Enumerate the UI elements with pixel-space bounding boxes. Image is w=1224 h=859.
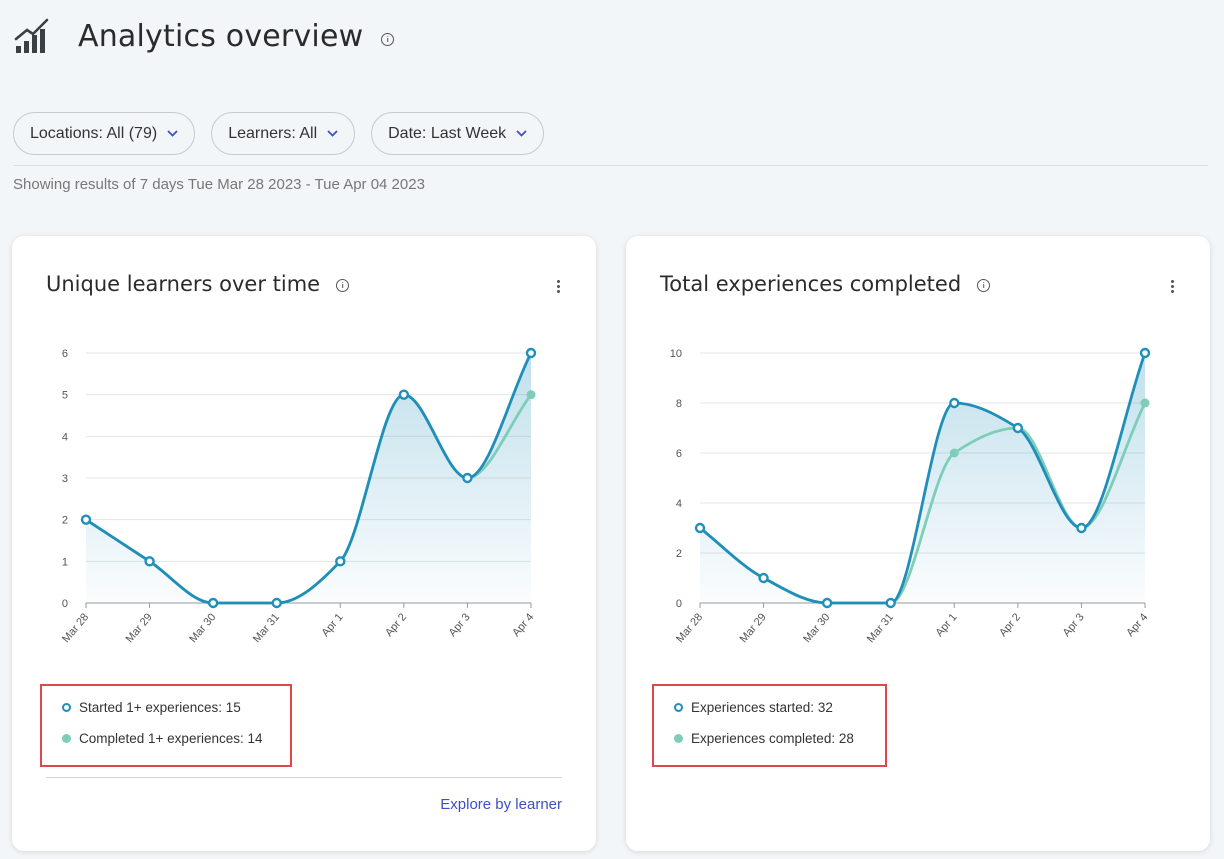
- completed-point: [526, 390, 536, 400]
- started-point: [335, 556, 346, 567]
- legend-marker: [62, 703, 71, 712]
- y-tick-label: 6: [676, 448, 682, 460]
- legend-label: Completed 1+ experiences: 14: [79, 731, 263, 746]
- legend-label: Experiences completed: 28: [691, 731, 854, 746]
- y-tick-label: 5: [62, 390, 68, 402]
- started-point: [821, 597, 833, 609]
- learners-filter-button[interactable]: Learners: All: [211, 112, 356, 155]
- filter-label: Locations: All (79): [30, 124, 158, 142]
- chevron-down-icon: [327, 130, 338, 137]
- y-tick-label: 0: [62, 598, 68, 610]
- legend-item-completed: Experiences completed: 28: [674, 731, 854, 746]
- completed-point: [1140, 398, 1150, 408]
- y-tick-label: 0: [676, 598, 682, 610]
- started-point: [398, 389, 410, 400]
- started-point: [949, 397, 960, 409]
- started-point: [694, 522, 706, 534]
- y-tick-label: 4: [676, 498, 682, 510]
- legend-marker: [674, 703, 683, 712]
- chart-legend: Experiences started: 32 Experiences comp…: [652, 684, 887, 767]
- started-point: [1139, 347, 1151, 359]
- x-tick-label: Mar 31: [251, 611, 282, 645]
- started-point: [758, 572, 769, 584]
- x-tick-label: Apr 1: [933, 611, 959, 639]
- x-tick-label: Mar 28: [674, 611, 705, 645]
- x-tick-label: Apr 4: [510, 611, 536, 639]
- legend-item-completed: Completed 1+ experiences: 14: [62, 731, 263, 746]
- locations-filter-button[interactable]: Locations: All (79): [13, 112, 196, 155]
- card-title-text: Unique learners over time: [46, 272, 321, 296]
- y-tick-label: 3: [62, 473, 68, 485]
- started-point: [144, 556, 155, 567]
- chevron-down-icon: [516, 130, 527, 137]
- more-options-icon[interactable]: [556, 280, 560, 294]
- results-summary: Showing results of 7 days Tue Mar 28 202…: [13, 176, 425, 193]
- x-tick-label: Apr 2: [383, 611, 409, 639]
- filter-divider: [13, 165, 1208, 166]
- x-tick-label: Apr 3: [447, 611, 473, 639]
- x-tick-label: Apr 4: [1124, 611, 1150, 639]
- started-point: [462, 472, 473, 484]
- y-tick-label: 2: [676, 548, 682, 560]
- card-divider: [46, 777, 562, 778]
- x-tick-label: Apr 2: [997, 611, 1023, 639]
- card-title: Unique learners over time: [46, 272, 350, 296]
- x-tick-label: Mar 31: [865, 611, 896, 645]
- filter-label: Learners: All: [228, 124, 318, 142]
- completed-point: [949, 448, 959, 458]
- started-area: [700, 353, 1145, 603]
- total-experiences-chart: 0 2 4 6 8 10 Mar 28 Mar 29 Mar 30 Mar 31 Apr 1 Apr …: [670, 347, 1151, 645]
- legend-label: Started 1+ experiences: 15: [79, 700, 241, 715]
- y-tick-label: 10: [670, 348, 682, 360]
- card-title-text: Total experiences completed: [660, 272, 962, 296]
- chart-legend: Started 1+ experiences: 15 Completed 1+ …: [40, 684, 292, 767]
- y-tick-label: 8: [676, 398, 682, 410]
- x-tick-label: Apr 1: [319, 611, 345, 639]
- date-filter-button[interactable]: Date: Last Week: [371, 112, 545, 155]
- filter-label: Date: Last Week: [388, 124, 507, 142]
- started-point: [207, 597, 219, 609]
- page-title: Analytics overview: [78, 18, 364, 54]
- legend-marker: [674, 734, 683, 743]
- y-tick-label: 2: [62, 515, 68, 527]
- started-point: [885, 597, 896, 609]
- analytics-logo-icon: [14, 18, 49, 53]
- card-title: Total experiences completed: [660, 272, 991, 296]
- started-point: [525, 347, 537, 359]
- page-header: Analytics overview: [14, 14, 395, 58]
- y-tick-label: 1: [62, 556, 68, 568]
- legend-marker: [62, 734, 71, 743]
- info-icon[interactable]: [977, 278, 991, 292]
- x-tick-label: Apr 3: [1061, 611, 1087, 639]
- explore-by-learner-link[interactable]: Explore by learner: [440, 796, 562, 813]
- legend-item-started: Experiences started: 32: [674, 700, 833, 715]
- info-icon[interactable]: [381, 32, 395, 46]
- unique-learners-card: Unique learners over time 0 1 2 3 4 5 6 Mar 28 M…: [12, 236, 596, 851]
- started-point: [1076, 522, 1087, 534]
- started-area: [86, 353, 531, 603]
- x-tick-label: Mar 29: [124, 611, 155, 645]
- started-point: [1012, 422, 1024, 434]
- x-tick-label: Mar 30: [801, 611, 832, 645]
- x-tick-label: Mar 29: [738, 611, 769, 645]
- started-point: [80, 514, 92, 525]
- y-tick-label: 4: [62, 431, 68, 443]
- unique-learners-chart: 0 1 2 3 4 5 6 Mar 28 Mar 29 Mar 30 Mar 31 Apr 1 Apr …: [60, 347, 537, 645]
- total-experiences-card: Total experiences completed 0 2 4 6 8 10 Mar 2…: [626, 236, 1210, 851]
- x-tick-label: Mar 30: [187, 611, 218, 645]
- legend-item-started: Started 1+ experiences: 15: [62, 700, 241, 715]
- more-options-icon[interactable]: [1170, 280, 1174, 294]
- started-point: [271, 597, 282, 609]
- y-tick-label: 6: [62, 348, 68, 360]
- legend-label: Experiences started: 32: [691, 700, 833, 715]
- info-icon[interactable]: [336, 278, 350, 292]
- chevron-down-icon: [167, 130, 178, 137]
- x-tick-label: Mar 28: [60, 611, 91, 645]
- filter-bar: Locations: All (79) Learners: All Date: …: [13, 112, 545, 155]
